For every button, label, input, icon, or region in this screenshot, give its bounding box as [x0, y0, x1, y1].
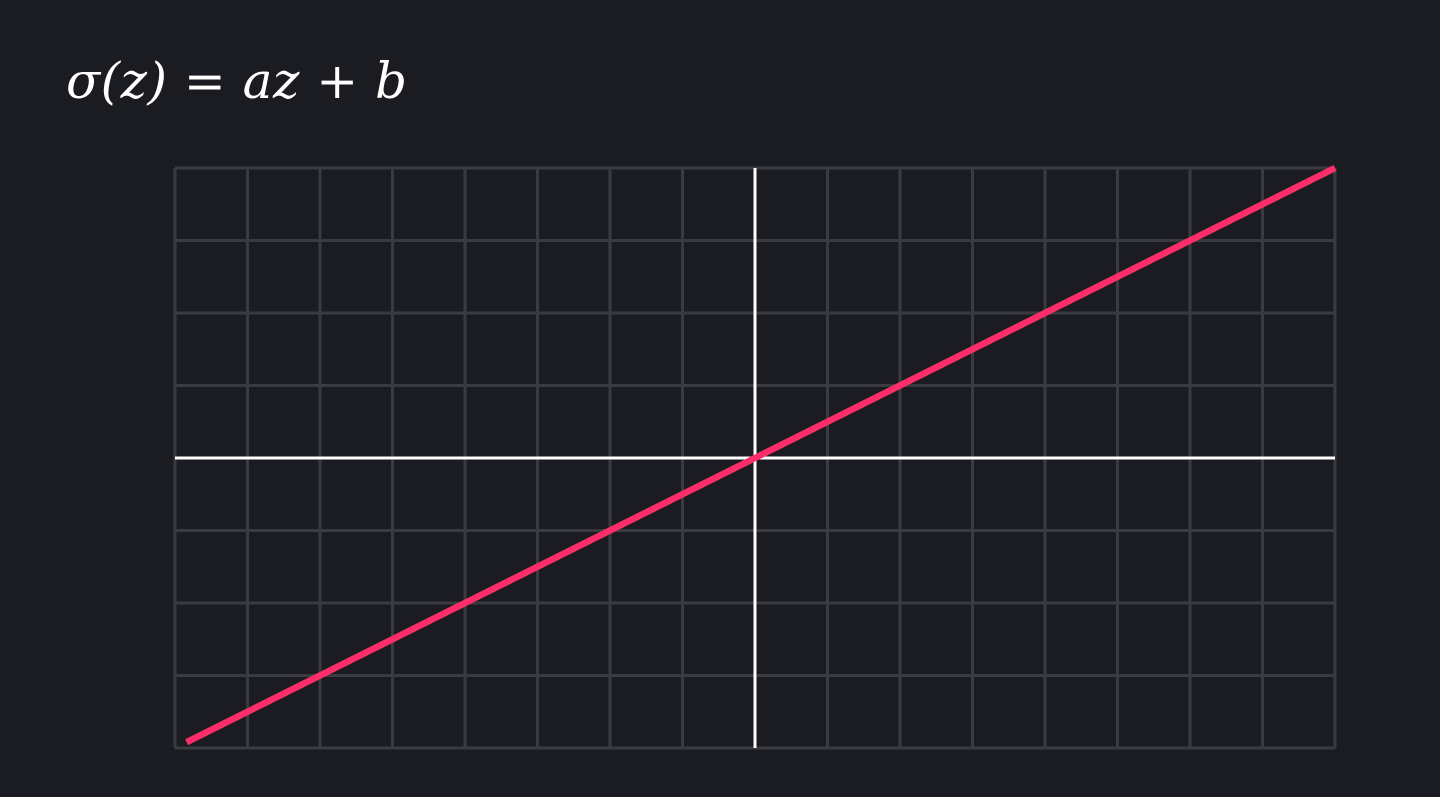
series-line — [185, 165, 1337, 746]
formula-title: σ(z) = az + b — [66, 52, 408, 110]
